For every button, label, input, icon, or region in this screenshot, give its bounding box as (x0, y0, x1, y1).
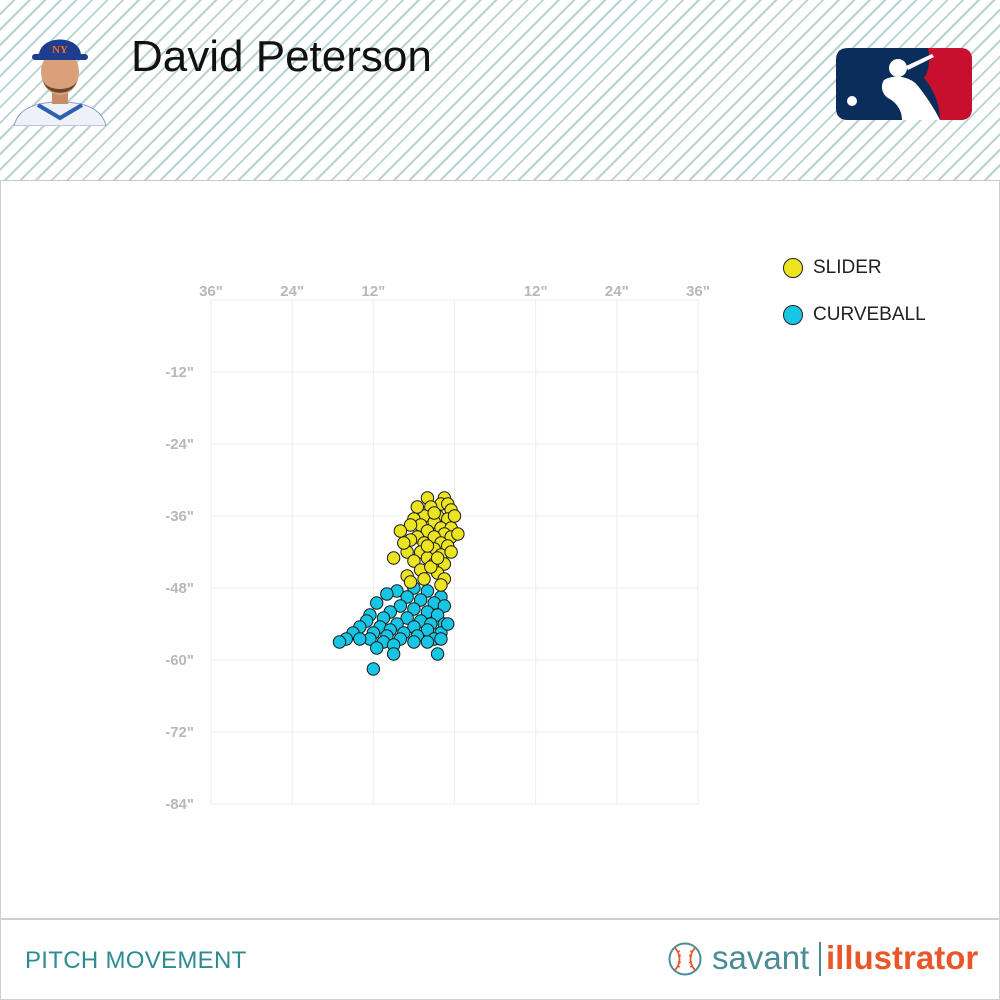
legend-swatch-slider (783, 258, 803, 278)
series-curveball (332, 581, 455, 676)
series-slider (386, 491, 465, 592)
data-point-curveball (400, 611, 414, 625)
data-point-slider (407, 554, 421, 568)
savant-illustrator-brand: savant illustrator (668, 934, 988, 984)
data-point-slider (397, 536, 411, 550)
data-point-slider (403, 575, 418, 589)
y-tick-label: -36" (165, 508, 194, 525)
data-point-curveball (413, 593, 428, 607)
y-tick-label: -60" (165, 652, 194, 669)
data-point-curveball (370, 641, 384, 655)
y-tick-label: -12" (165, 364, 194, 381)
header-banner: NY David Peterson (0, 0, 1000, 181)
data-point-slider (444, 545, 458, 559)
data-point-curveball (353, 632, 367, 646)
data-point-slider (447, 509, 462, 523)
data-point-curveball (407, 635, 421, 649)
y-tick-label: -24" (165, 436, 194, 453)
data-point-curveball (393, 599, 408, 613)
baseball-icon (668, 942, 702, 976)
x-tick-label: 36" (199, 283, 223, 300)
chart-points (332, 491, 465, 676)
mlb-logo-icon (836, 48, 972, 120)
data-point-slider (393, 524, 408, 538)
brand-separator (819, 942, 821, 976)
chart-tick-labels: 36" 24" 12" 12" 24" 36" -12" -24" -36" -48" -60" -7… (165, 283, 710, 813)
data-point-curveball (434, 632, 448, 646)
data-point-slider (386, 551, 401, 565)
data-point-curveball (366, 662, 381, 676)
data-point-curveball (380, 587, 394, 601)
pitch-movement-chart: 36" 24" 12" 12" 24" 36" -12" -24" -36" -48" -60" -7… (165, 283, 710, 813)
brand-savant-text: savant (712, 939, 810, 976)
data-point-slider (420, 539, 435, 553)
x-tick-label: 24" (280, 283, 304, 300)
data-point-curveball (407, 602, 421, 616)
brand-illustrator-text: illustrator (826, 939, 979, 976)
data-point-slider (403, 518, 418, 532)
player-name: David Peterson (131, 32, 432, 81)
x-tick-label: 24" (605, 283, 629, 300)
data-point-slider (424, 560, 438, 574)
data-point-curveball (332, 635, 347, 649)
data-point-curveball (441, 617, 455, 631)
y-tick-label: -72" (165, 724, 194, 741)
x-tick-label: 12" (361, 283, 385, 300)
svg-text:NY: NY (52, 44, 68, 56)
data-point-curveball (400, 590, 414, 604)
legend-label-curveball: CURVEBALL (813, 304, 926, 325)
data-point-curveball (420, 584, 435, 598)
legend-swatch-curveball (783, 305, 803, 325)
x-tick-label: 36" (686, 283, 710, 300)
data-point-slider (430, 551, 445, 565)
data-point-curveball (370, 596, 384, 610)
data-point-slider (410, 500, 424, 514)
data-point-curveball (386, 647, 401, 661)
y-tick-label: -48" (165, 580, 194, 597)
x-tick-label: 12" (524, 283, 548, 300)
data-point-curveball (430, 608, 445, 622)
data-point-curveball (437, 599, 452, 613)
data-point-slider (417, 572, 431, 586)
footer-section-title: PITCH MOVEMENT (25, 947, 247, 974)
data-point-curveball (430, 647, 445, 661)
y-tick-label: -84" (165, 796, 194, 813)
player-headshot-icon: NY (13, 39, 107, 126)
data-point-curveball (420, 635, 435, 649)
legend-label-slider: SLIDER (813, 257, 882, 278)
data-point-slider (434, 578, 448, 592)
footer-divider (0, 918, 1000, 920)
data-point-slider (451, 527, 465, 541)
data-point-slider (427, 506, 441, 520)
